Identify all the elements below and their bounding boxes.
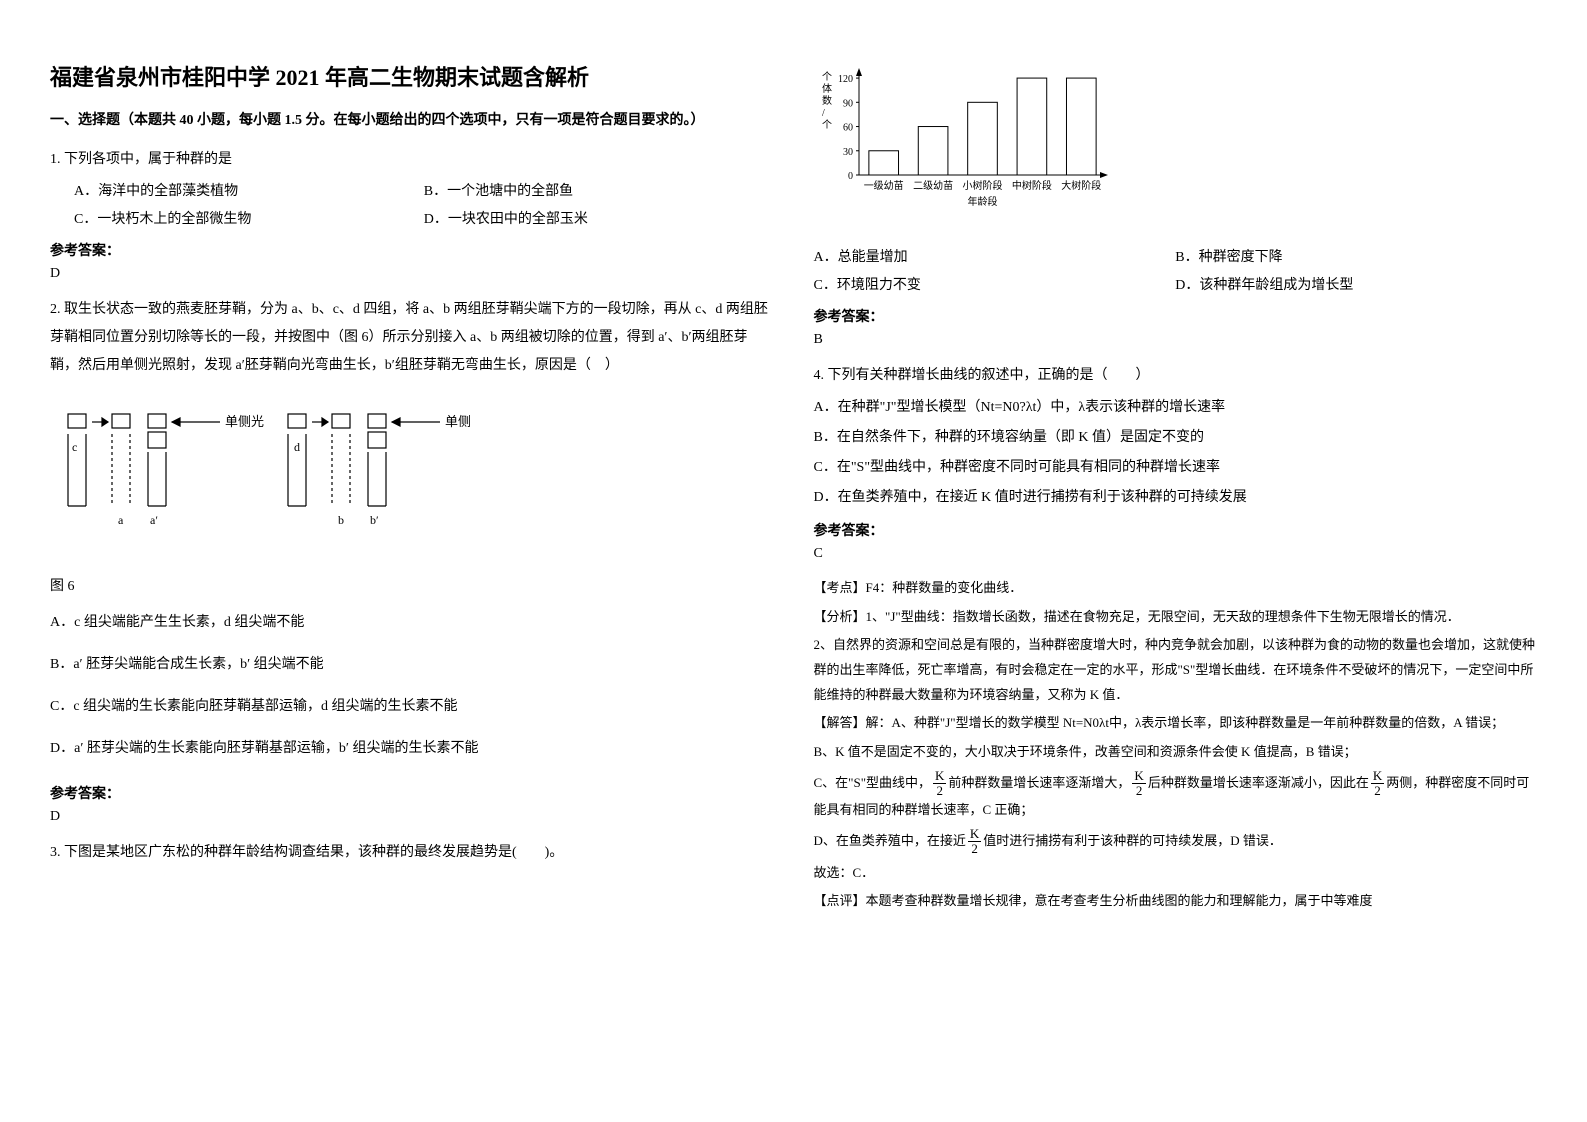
q3-opt-c: C．环境阻力不变 [814, 272, 1176, 300]
q4-analysis-2: 2、自然界的资源和空间总是有限的，当种群密度增大时，种内竞争就会加剧，以该种群为… [814, 633, 1538, 707]
svg-text:二级幼苗: 二级幼苗 [913, 179, 953, 192]
q1-opt-d: D．一块农田中的全部玉米 [424, 206, 774, 234]
q4-opt-d: D．在鱼类养殖中，在接近 K 值时进行捕捞有利于该种群的可持续发展 [814, 484, 1538, 512]
left-column: 福建省泉州市桂阳中学 2021 年高二生物期末试题含解析 一、选择题（本题共 4… [50, 60, 774, 1062]
svg-text:中树阶段: 中树阶段 [1011, 179, 1051, 192]
page-title: 福建省泉州市桂阳中学 2021 年高二生物期末试题含解析 [50, 60, 774, 92]
q3-options: A．总能量增加 B．种群密度下降 C．环境阻力不变 D．该种群年龄组成为增长型 [814, 244, 1538, 300]
q4-answer: C [814, 546, 1538, 562]
q3-opt-d: D．该种群年龄组成为增长型 [1175, 272, 1537, 300]
q4-solve-label: 【解答】 [814, 715, 866, 730]
svg-text:个: 个 [822, 119, 832, 131]
frac-k2-4: K2 [968, 827, 981, 857]
frac-k2-2: K2 [1132, 769, 1145, 799]
svg-text:小树阶段: 小树阶段 [962, 179, 1002, 192]
q2-opt-a: A．c 组尖端能产生生长素，d 组尖端不能 [50, 609, 774, 637]
q2-label-a: a [118, 513, 124, 527]
q1-stem: 1. 下列各项中，属于种群的是 [50, 146, 774, 174]
svg-text:年龄段: 年龄段 [967, 195, 997, 208]
q3-chart-svg: 个体数/个0306090120一级幼苗二级幼苗小树阶段中树阶段大树阶段年龄段 [814, 60, 1114, 225]
q4-opt-b: B．在自然条件下，种群的环境容纳量（即 K 值）是固定不变的 [814, 424, 1538, 452]
q3-answer: B [814, 332, 1538, 348]
q4-solve-c: C、在"S"型曲线中，K2前种群数量增长速率逐渐增大，K2后种群数量增长速率逐渐… [814, 769, 1538, 823]
svg-text:0: 0 [848, 171, 853, 182]
right-column: 个体数/个0306090120一级幼苗二级幼苗小树阶段中树阶段大树阶段年龄段 A… [814, 60, 1538, 1062]
q4-solved-pre: D、在鱼类养殖中，在接近 [814, 833, 966, 848]
q4-options: A．在种群"J"型增长模型（Nt=N0?λt）中，λ表示该种群的增长速率 B．在… [814, 394, 1538, 514]
q2-answer-label: 参考答案： [50, 783, 774, 803]
q4-point: 【考点】F4：种群数量的变化曲线． [814, 576, 1538, 601]
q2-label-ap: a′ [150, 513, 158, 527]
q4-opt-c: C．在"S"型曲线中，种群密度不同时可能具有相同的种群增长速率 [814, 454, 1538, 482]
q4-stem: 4. 下列有关种群增长曲线的叙述中，正确的是（ ） [814, 362, 1538, 390]
q4-point-label: 【考点】 [814, 580, 866, 595]
q4-conclude: 故选：C． [814, 861, 1538, 886]
q4-answer-label: 参考答案： [814, 520, 1538, 540]
frac-k2-3: K2 [1371, 769, 1384, 799]
q4-comment-text: 本题考查种群数量增长规律，意在考查考生分析曲线图的能力和理解能力，属于中等难度 [866, 893, 1373, 908]
q3-chart: 个体数/个0306090120一级幼苗二级幼苗小树阶段中树阶段大树阶段年龄段 [814, 60, 1538, 230]
q1-opt-c: C．一块朽木上的全部微生物 [74, 206, 424, 234]
q3-answer-label: 参考答案： [814, 306, 1538, 326]
svg-text:60: 60 [843, 123, 853, 134]
q2-label-d: d [294, 440, 300, 454]
q1-answer: D [50, 266, 774, 282]
q4-analysis1-text: 1、"J"型曲线：指数增长函数，描述在食物充足，无限空间，无天敌的理想条件下生物… [866, 609, 1460, 624]
q4-solvec-pre: C、在"S"型曲线中， [814, 775, 932, 790]
svg-text:数: 数 [822, 94, 832, 107]
svg-text:大树阶段: 大树阶段 [1061, 179, 1101, 192]
q2-stem: 2. 取生长状态一致的燕麦胚芽鞘，分为 a、b、c、d 四组，将 a、b 两组胚… [50, 296, 774, 380]
svg-text:30: 30 [843, 147, 853, 158]
q2-answer: D [50, 809, 774, 825]
q4-point-text: F4：种群数量的变化曲线． [866, 580, 1023, 595]
q2-options: A．c 组尖端能产生生长素，d 组尖端不能 B．a′ 胚芽尖端能合成生长素，b′… [50, 609, 774, 777]
q2-label-c: c [72, 440, 77, 454]
q1-opt-b: B．一个池塘中的全部鱼 [424, 178, 774, 206]
frac-k2-1: K2 [933, 769, 946, 799]
q3-stem: 3. 下图是某地区广东松的种群年龄结构调查结果，该种群的最终发展趋势是( )。 [50, 839, 774, 867]
q4-solve-d: D、在鱼类养殖中，在接近K2值时进行捕捞有利于该种群的可持续发展，D 错误． [814, 827, 1538, 857]
q2-opt-b: B．a′ 胚芽尖端能合成生长素，b′ 组尖端不能 [50, 651, 774, 679]
q3-opt-b: B．种群密度下降 [1175, 244, 1537, 272]
q2-figure: 单侧光 c a a′ [50, 396, 774, 551]
q2-opt-c: C．c 组尖端的生长素能向胚芽鞘基部运输，d 组尖端的生长素不能 [50, 693, 774, 721]
section-1-header: 一、选择题（本题共 40 小题，每小题 1.5 分。在每小题给出的四个选项中，只… [50, 110, 774, 132]
q2-label-b: b [338, 513, 344, 527]
q1-opt-a: A．海洋中的全部藻类植物 [74, 178, 424, 206]
q4-solve-b: B、K 值不是固定不变的，大小取决于环境条件，改善空间和资源条件会使 K 值提高… [814, 740, 1538, 765]
svg-text:/: / [822, 108, 825, 119]
q4-solvec-mid1: 前种群数量增长速率逐渐增大， [948, 775, 1130, 790]
q1-options: A．海洋中的全部藻类植物 B．一个池塘中的全部鱼 C．一块朽木上的全部微生物 D… [50, 178, 774, 234]
svg-text:体: 体 [822, 83, 832, 95]
svg-text:个: 个 [822, 71, 832, 83]
svg-text:一级幼苗: 一级幼苗 [863, 179, 903, 192]
q4-comment: 【点评】本题考查种群数量增长规律，意在考查考生分析曲线图的能力和理解能力，属于中… [814, 889, 1538, 914]
q2-light-label-left: 单侧光 [225, 414, 264, 429]
svg-text:120: 120 [838, 74, 853, 85]
q2-label-bp: b′ [370, 513, 379, 527]
svg-text:90: 90 [843, 98, 853, 109]
q4-analysis-1: 【分析】1、"J"型曲线：指数增长函数，描述在食物充足，无限空间，无天敌的理想条… [814, 605, 1538, 630]
q4-analysis-label: 【分析】 [814, 609, 866, 624]
q4-opt-a: A．在种群"J"型增长模型（Nt=N0?λt）中，λ表示该种群的增长速率 [814, 394, 1538, 422]
q1-answer-label: 参考答案： [50, 240, 774, 260]
q2-diagram-svg: 单侧光 c a a′ [50, 396, 470, 546]
q2-fig-caption: 图 6 [50, 575, 774, 595]
q4-solvea-text: 解：A、种群"J"型增长的数学模型 Nt=N0λt中，λ表示增长率，即该种群数量… [866, 715, 1505, 730]
q4-solvec-mid2: 后种群数量增长速率逐渐减小，因此在 [1148, 775, 1369, 790]
q4-solve-a: 【解答】解：A、种群"J"型增长的数学模型 Nt=N0λt中，λ表示增长率，即该… [814, 711, 1538, 736]
q3-opt-a: A．总能量增加 [814, 244, 1176, 272]
q2-light-label-right: 单侧光 [445, 414, 470, 429]
q2-opt-d: D．a′ 胚芽尖端的生长素能向胚芽鞘基部运输，b′ 组尖端的生长素不能 [50, 735, 774, 763]
q4-solved-tail: 值时进行捕捞有利于该种群的可持续发展，D 错误． [983, 833, 1282, 848]
q4-comment-label: 【点评】 [814, 893, 866, 908]
